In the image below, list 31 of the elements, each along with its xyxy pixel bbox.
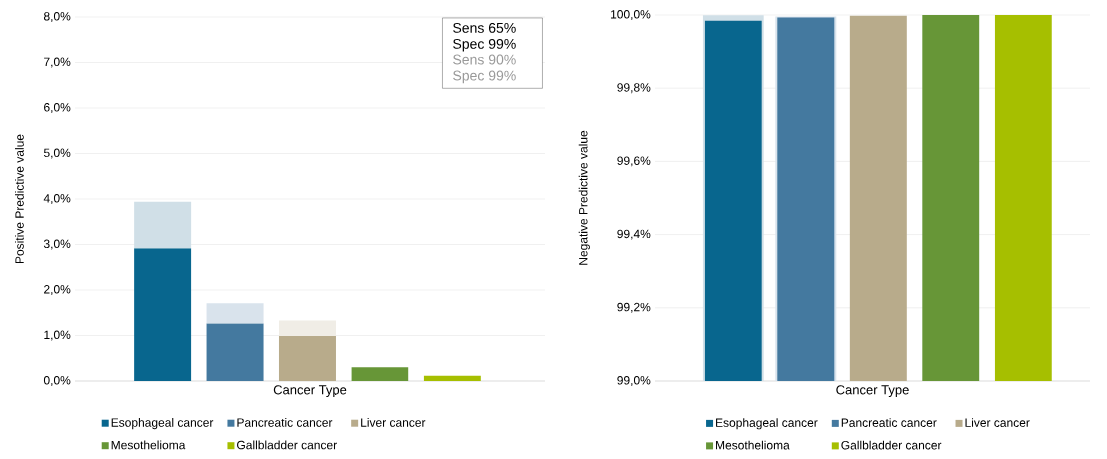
legend-label: Liver cancer: [361, 417, 426, 427]
y-tick-label: 99,0%: [617, 376, 651, 386]
x-axis-title: Cancer Type: [836, 385, 909, 397]
y-tick-label: 8,0%: [43, 12, 71, 22]
y-tick-label: 5,0%: [43, 148, 71, 159]
legend-label: Esophageal cancer: [716, 418, 818, 430]
annotation: Sens 65% Spec 99%: [453, 22, 516, 52]
y-axis-title: Negative Predictive value: [578, 130, 590, 265]
y-tick-label: 99,2%: [617, 302, 651, 313]
legend-label: Gallbladder cancer: [841, 440, 942, 450]
legend-label: Liver cancer: [965, 418, 1030, 427]
legend-label: Esophageal cancer: [111, 417, 214, 430]
y-tick-label: 0,0%: [43, 376, 71, 386]
y-tick-label: 7,0%: [44, 57, 71, 68]
y-axis-title: Positive Predictive value: [15, 134, 24, 264]
legend-label: Gallbladder cancer: [237, 440, 337, 450]
y-tick-label: 100,0%: [611, 10, 651, 20]
legend-label: Pancreatic cancer: [841, 418, 937, 427]
y-tick-label: 1,0%: [44, 330, 71, 341]
annotation: Sens 90% Spec 99%: [453, 54, 516, 84]
y-tick-label: 99,4%: [617, 229, 651, 240]
legend-label: Mesothelioma: [716, 440, 790, 450]
y-tick-label: 99,6%: [617, 156, 651, 167]
y-tick-label: 6,0%: [44, 103, 71, 113]
y-tick-label: 99,8%: [617, 83, 651, 94]
legend-label: Mesothelioma: [111, 440, 186, 450]
y-tick-label: 3,0%: [43, 239, 71, 250]
y-tick-label: 4,0%: [43, 194, 71, 204]
x-axis-title: Cancer Type: [273, 385, 347, 397]
y-tick-label: 2,0%: [44, 285, 71, 295]
legend-label: Pancreatic cancer: [237, 417, 333, 427]
